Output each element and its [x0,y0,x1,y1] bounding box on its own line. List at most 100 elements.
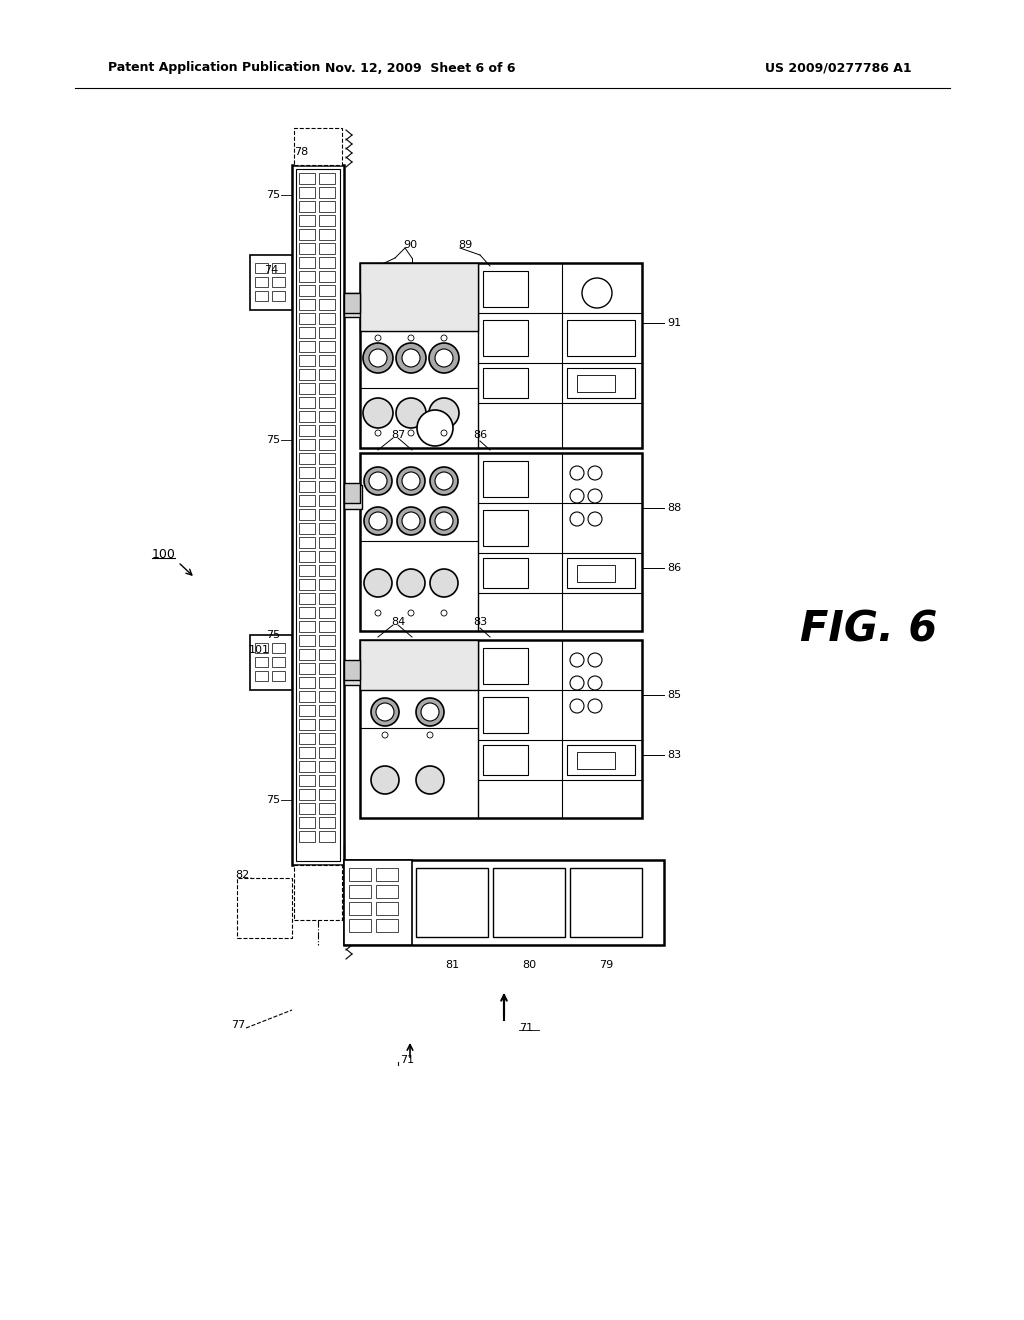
Bar [299,635,315,645]
Bar [299,523,315,535]
Circle shape [408,430,414,436]
Bar [319,620,335,632]
Bar [319,201,335,213]
Text: 79: 79 [599,960,613,970]
Bar [319,313,335,323]
Bar [299,271,315,282]
Bar [299,762,315,772]
Circle shape [441,430,447,436]
Bar [344,293,360,313]
Circle shape [427,733,433,738]
Circle shape [362,399,393,428]
Bar [319,649,335,660]
Text: 82: 82 [236,870,250,880]
Circle shape [435,348,453,367]
Bar [376,902,398,915]
Bar [299,832,315,842]
Text: 71: 71 [400,1055,414,1065]
Bar [299,677,315,688]
Text: 71: 71 [519,1023,534,1034]
Bar [344,661,362,685]
Bar [319,789,335,800]
Bar [272,657,285,667]
Circle shape [588,676,602,690]
Bar [483,510,528,546]
Bar [344,861,664,945]
Bar [299,425,315,436]
Circle shape [588,466,602,480]
Bar [299,550,315,562]
Bar [319,832,335,842]
Circle shape [588,653,602,667]
Circle shape [421,704,439,721]
Bar [319,173,335,183]
Circle shape [397,569,425,597]
Bar [299,257,315,268]
Text: 80: 80 [522,960,536,970]
Bar [319,719,335,730]
Bar [567,319,635,356]
Circle shape [375,610,381,616]
Bar [299,187,315,198]
Bar [319,747,335,758]
Text: 75: 75 [266,630,280,640]
Bar [319,677,335,688]
Bar [255,277,268,286]
Bar [344,484,362,510]
Bar [319,510,335,520]
Text: 77: 77 [230,1020,245,1030]
Bar [319,467,335,478]
Bar [319,495,335,506]
Bar [319,579,335,590]
Bar [272,671,285,681]
Text: 91: 91 [667,318,681,327]
Bar [319,285,335,296]
Circle shape [364,467,392,495]
Bar [319,327,335,338]
Bar [319,411,335,422]
Bar [319,370,335,380]
Bar [493,869,565,937]
Text: 85: 85 [667,690,681,700]
Bar [376,869,398,880]
Bar [319,607,335,618]
Circle shape [369,512,387,531]
Circle shape [397,467,425,495]
Bar [299,690,315,702]
Bar [299,663,315,675]
Bar [483,319,528,356]
Bar [299,789,315,800]
Circle shape [369,348,387,367]
Bar [349,919,371,932]
Bar [483,697,528,733]
Circle shape [429,399,459,428]
Circle shape [375,335,381,341]
Bar [483,648,528,684]
Text: 86: 86 [667,564,681,573]
Bar [299,313,315,323]
Text: 78: 78 [294,147,308,157]
Bar [344,483,360,503]
Bar [344,293,362,317]
Circle shape [408,610,414,616]
Bar [255,657,268,667]
Bar [376,919,398,932]
Text: 87: 87 [391,430,406,440]
Bar [299,397,315,408]
Bar [299,620,315,632]
Circle shape [371,698,399,726]
Bar [237,878,292,939]
Circle shape [397,507,425,535]
Circle shape [570,512,584,525]
Bar [319,690,335,702]
Bar [299,467,315,478]
Bar [344,861,412,945]
Bar [360,640,478,690]
Circle shape [582,279,612,308]
Text: FIG. 6: FIG. 6 [800,609,937,651]
Bar [577,375,615,392]
Bar [299,480,315,492]
Text: 84: 84 [391,616,406,627]
Bar [319,440,335,450]
Bar [299,383,315,393]
